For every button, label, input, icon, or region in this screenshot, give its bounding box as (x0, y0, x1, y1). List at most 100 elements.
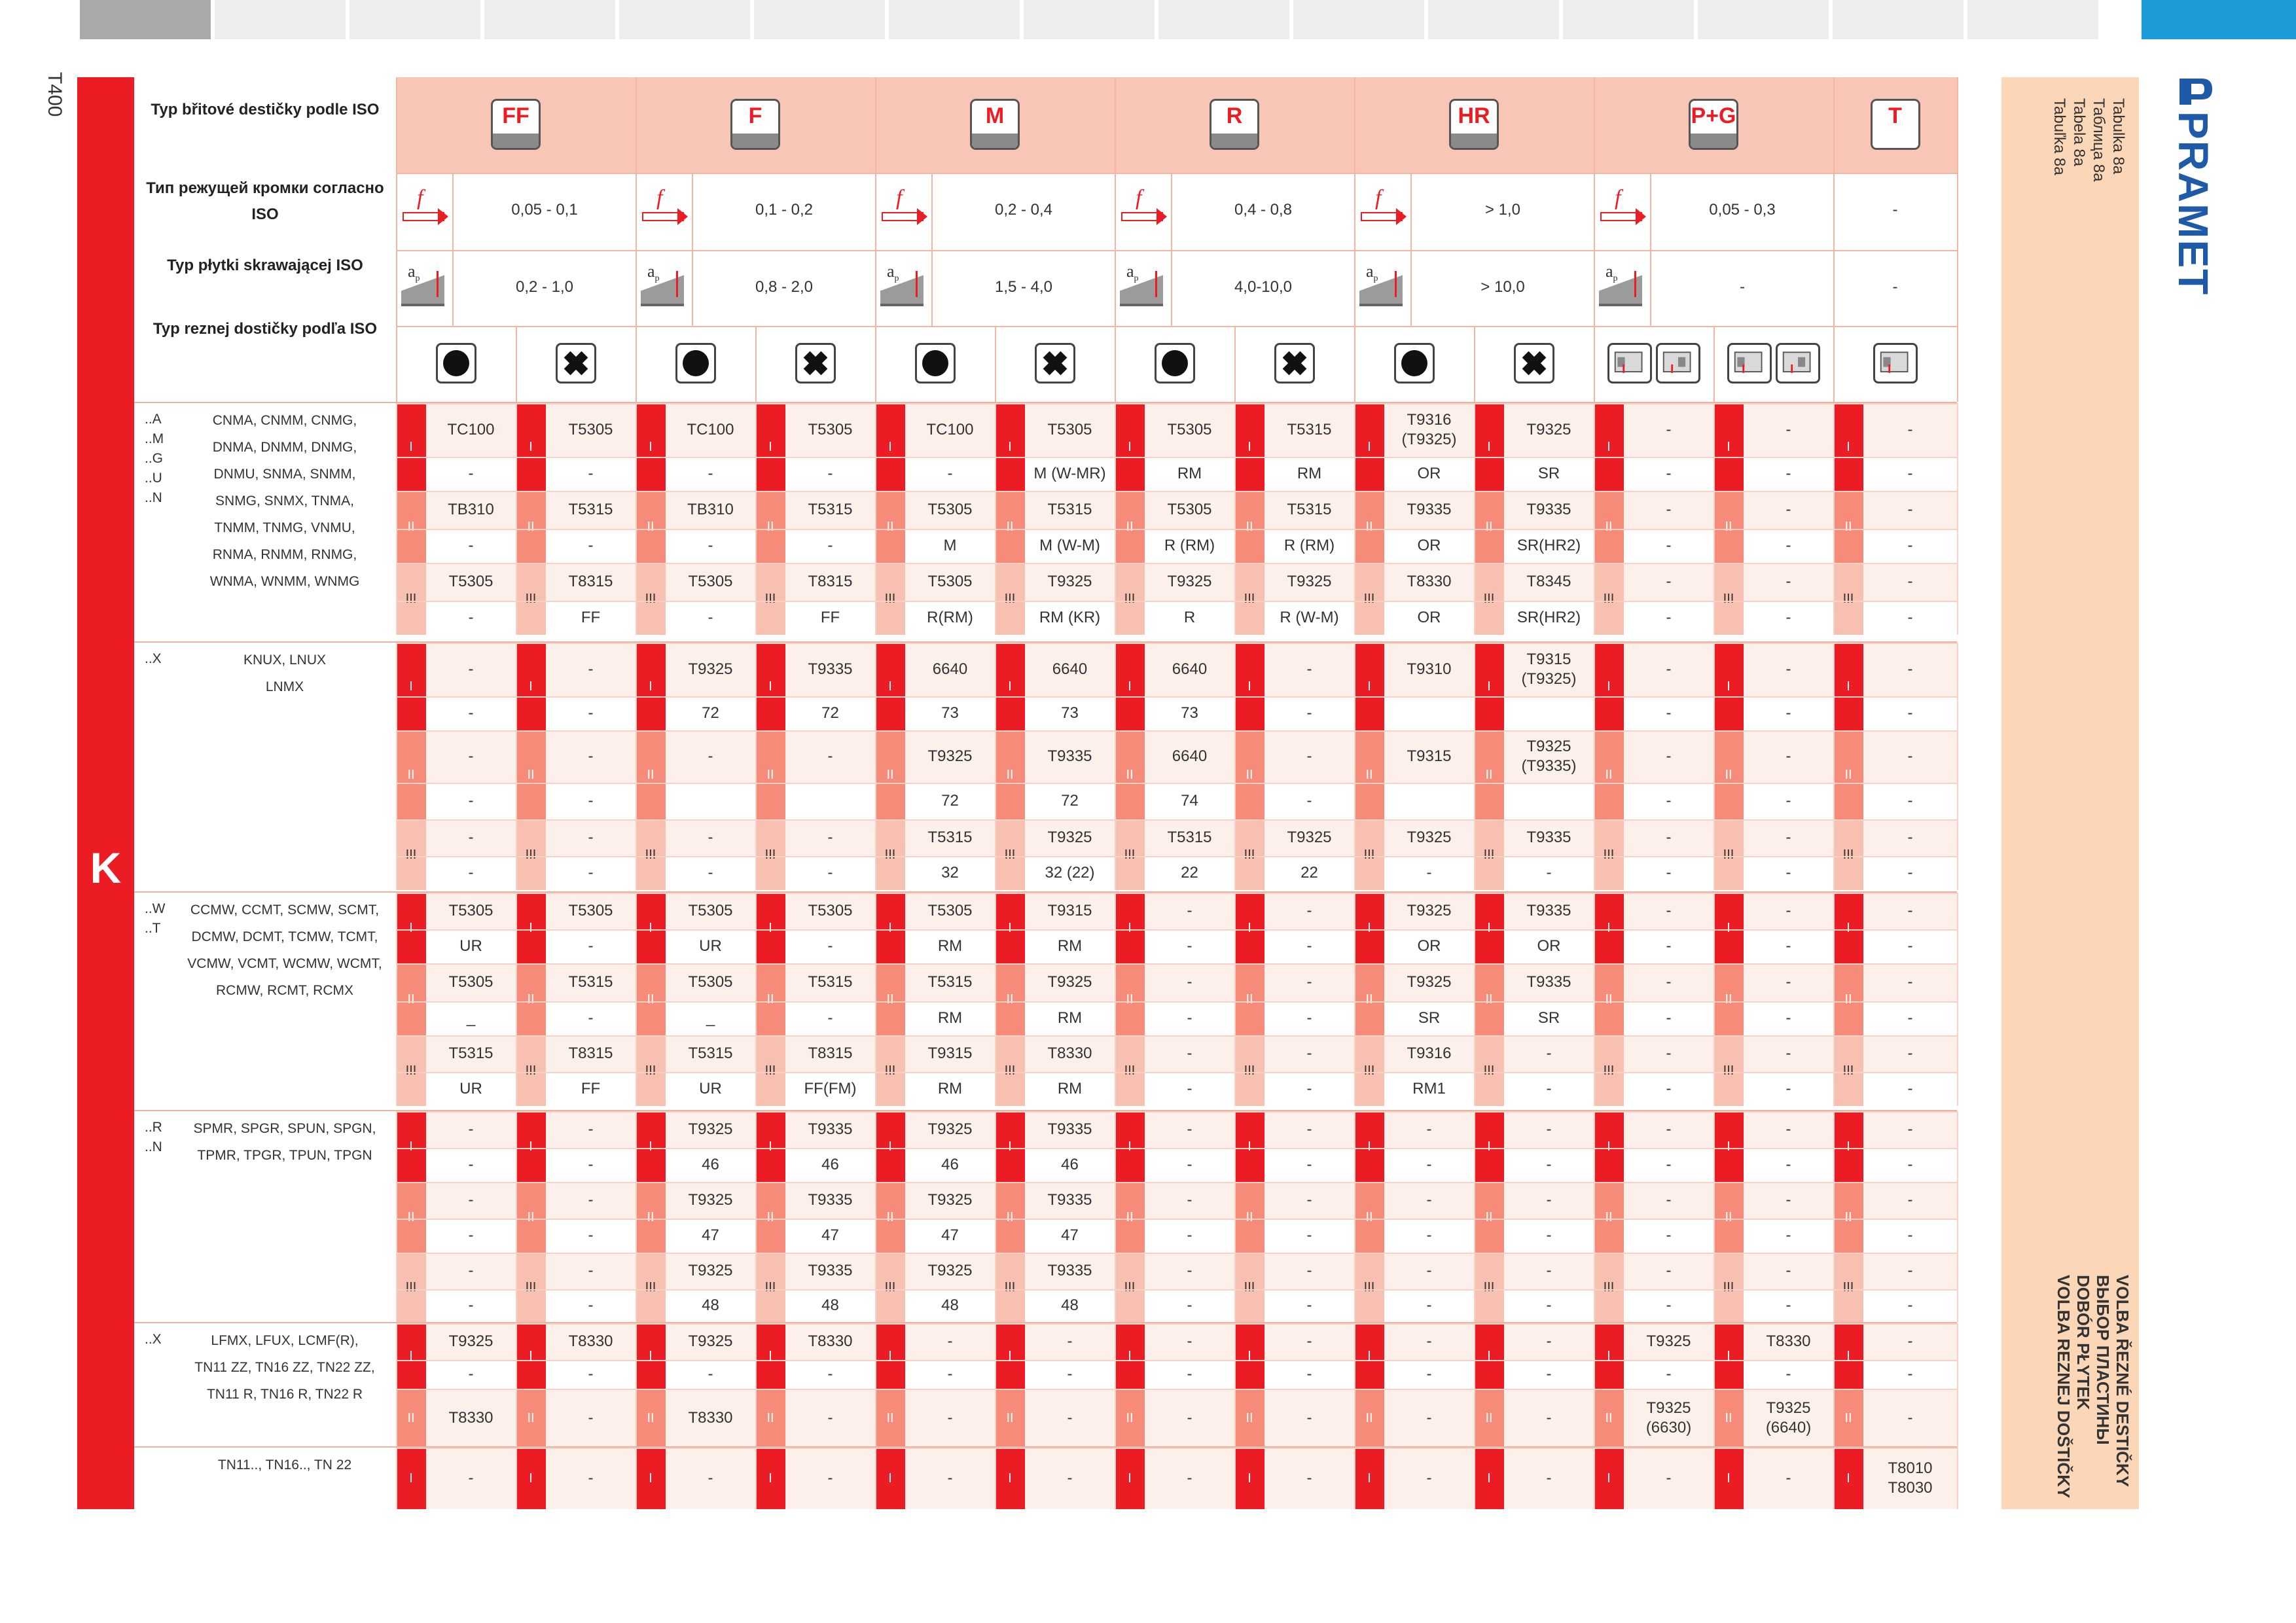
grade-cell: - (588, 747, 594, 765)
quality-level-marker: I (995, 643, 1025, 730)
grade-cell: T5305 (927, 902, 973, 919)
grade-cell: T9325 (688, 1262, 733, 1279)
depth-of-cut-icon: ap (399, 260, 448, 308)
grid-line (1957, 1111, 1958, 1322)
depth-range: 1,5 - 4,0 (994, 278, 1053, 296)
quality-level-marker: I (1713, 643, 1744, 730)
grade-cell: OR (1537, 937, 1561, 955)
grade-cell: M (W-M) (1039, 537, 1100, 554)
grade-cell: _ (706, 1009, 715, 1027)
quality-level-marker: I (1354, 1111, 1384, 1182)
quality-level-marker: II (1354, 1389, 1384, 1448)
top-tab (1024, 0, 1155, 39)
grade-cell: T9335 (1047, 747, 1092, 765)
quality-level-marker: II (995, 1389, 1025, 1448)
grade-cell: T8330 (1047, 1044, 1092, 1062)
quality-level-marker: I (995, 403, 1025, 491)
feed-range: 0,05 - 0,3 (1709, 201, 1776, 219)
grid-line (1354, 1111, 1355, 1322)
grade-cell: - (588, 465, 594, 482)
quality-level-marker: I (1115, 893, 1145, 963)
grade-cell: T9325 (1526, 421, 1571, 438)
grade-cell: RM (1057, 1009, 1083, 1027)
quality-level-marker: III (1115, 819, 1145, 890)
insert-tool-icon (1873, 343, 1918, 383)
grade-cell: - (1306, 1365, 1312, 1383)
quality-level-marker: I (1234, 1448, 1265, 1509)
grade-cell: FF (581, 609, 601, 626)
grid-line (1115, 643, 1116, 890)
insert-code-line: LNMX (265, 679, 304, 694)
grade-cell: - (1187, 1262, 1193, 1279)
grade-cell: - (468, 829, 474, 846)
grid-line (636, 643, 637, 890)
grade-cell: T9325 (688, 660, 733, 678)
grade-cell: T9325 (1287, 573, 1332, 590)
grade-cell: T9335 (1407, 501, 1452, 518)
quality-level-marker: I (396, 643, 426, 730)
grid-line (1833, 643, 1835, 890)
grade-cell: T9335 (1526, 501, 1571, 518)
grade-cell: - (1785, 1120, 1791, 1138)
grid-line (1354, 403, 1355, 635)
quality-level-marker: III (1594, 1035, 1624, 1106)
grade-cell: OR (1417, 609, 1441, 626)
quality-level-marker: III (1234, 819, 1265, 890)
grid-line (1713, 1323, 1715, 1448)
grid-line (636, 403, 637, 635)
grid-line (636, 1448, 637, 1509)
grade-cell: - (1426, 1469, 1432, 1487)
grade-cell: - (1546, 1409, 1552, 1427)
quality-level-marker: I (1833, 643, 1863, 730)
quality-level-marker: II (755, 963, 785, 1035)
grade-cell: - (1666, 973, 1672, 991)
grade-cell: T9335 (1526, 829, 1571, 846)
quality-level-marker: III (995, 563, 1025, 635)
quality-level-marker: III (1115, 563, 1145, 635)
grid-line (396, 819, 1957, 821)
grade-cell: - (1666, 704, 1672, 722)
quality-level-marker: I (1115, 403, 1145, 491)
grade-cell: T5315 (927, 829, 973, 846)
grade-cell: T9315 (1047, 902, 1092, 919)
insert-code-line: DCMW, DCMT, TCMW, TCMT, (191, 929, 378, 944)
grid-line (396, 929, 1957, 931)
quality-level-marker: I (516, 1448, 546, 1509)
quality-level-marker: II (1234, 730, 1265, 819)
grade-cell: 48 (941, 1296, 959, 1314)
grid-line (1474, 1111, 1475, 1322)
quality-level-marker: III (516, 1035, 546, 1106)
quality-level-marker: I (396, 403, 426, 491)
grade-cell: - (1666, 1120, 1672, 1138)
grade-cell: - (827, 864, 833, 882)
table-labels: Tabulka 8a Таблица 8a Tabela 8a Tabuľka 8a (2009, 98, 2134, 229)
grade-cell: - (1785, 660, 1791, 678)
grade-cell: UR (699, 937, 722, 955)
quality-level-marker: I (995, 1111, 1025, 1182)
grade-cell: T5315 (1287, 421, 1332, 438)
grade-cell: - (1426, 1120, 1432, 1138)
grid-line (396, 173, 1957, 174)
grade-cell: - (1306, 1080, 1312, 1097)
quality-level-marker: III (1594, 819, 1624, 890)
grade-cell: T9325 (6630) (1645, 1399, 1692, 1436)
grade-cell: - (708, 609, 713, 626)
category-badge-p-g: P+G (1689, 99, 1738, 150)
grade-cell: TB310 (687, 501, 734, 518)
quality-level-marker: I (1115, 1323, 1145, 1389)
quality-level-marker: I (875, 403, 905, 491)
grade-cell: T9335 (1047, 1191, 1092, 1209)
quality-level-marker: I (1115, 1448, 1145, 1509)
page-number: T400 (44, 72, 65, 117)
grid-line (396, 1182, 1957, 1183)
quality-level-marker: II (1115, 491, 1145, 563)
depth-of-cut-icon: ap (1357, 260, 1407, 308)
grade-cell: - (1785, 864, 1791, 882)
grid-line (1474, 643, 1475, 890)
grid-line (1833, 1111, 1835, 1322)
insert-code-line: KNUX, LNUX (243, 652, 327, 668)
grade-cell: T5315 (927, 973, 973, 991)
quality-level-marker: II (1354, 491, 1384, 563)
feed-arrow-icon: f (1117, 186, 1167, 226)
grid-line (875, 403, 876, 635)
